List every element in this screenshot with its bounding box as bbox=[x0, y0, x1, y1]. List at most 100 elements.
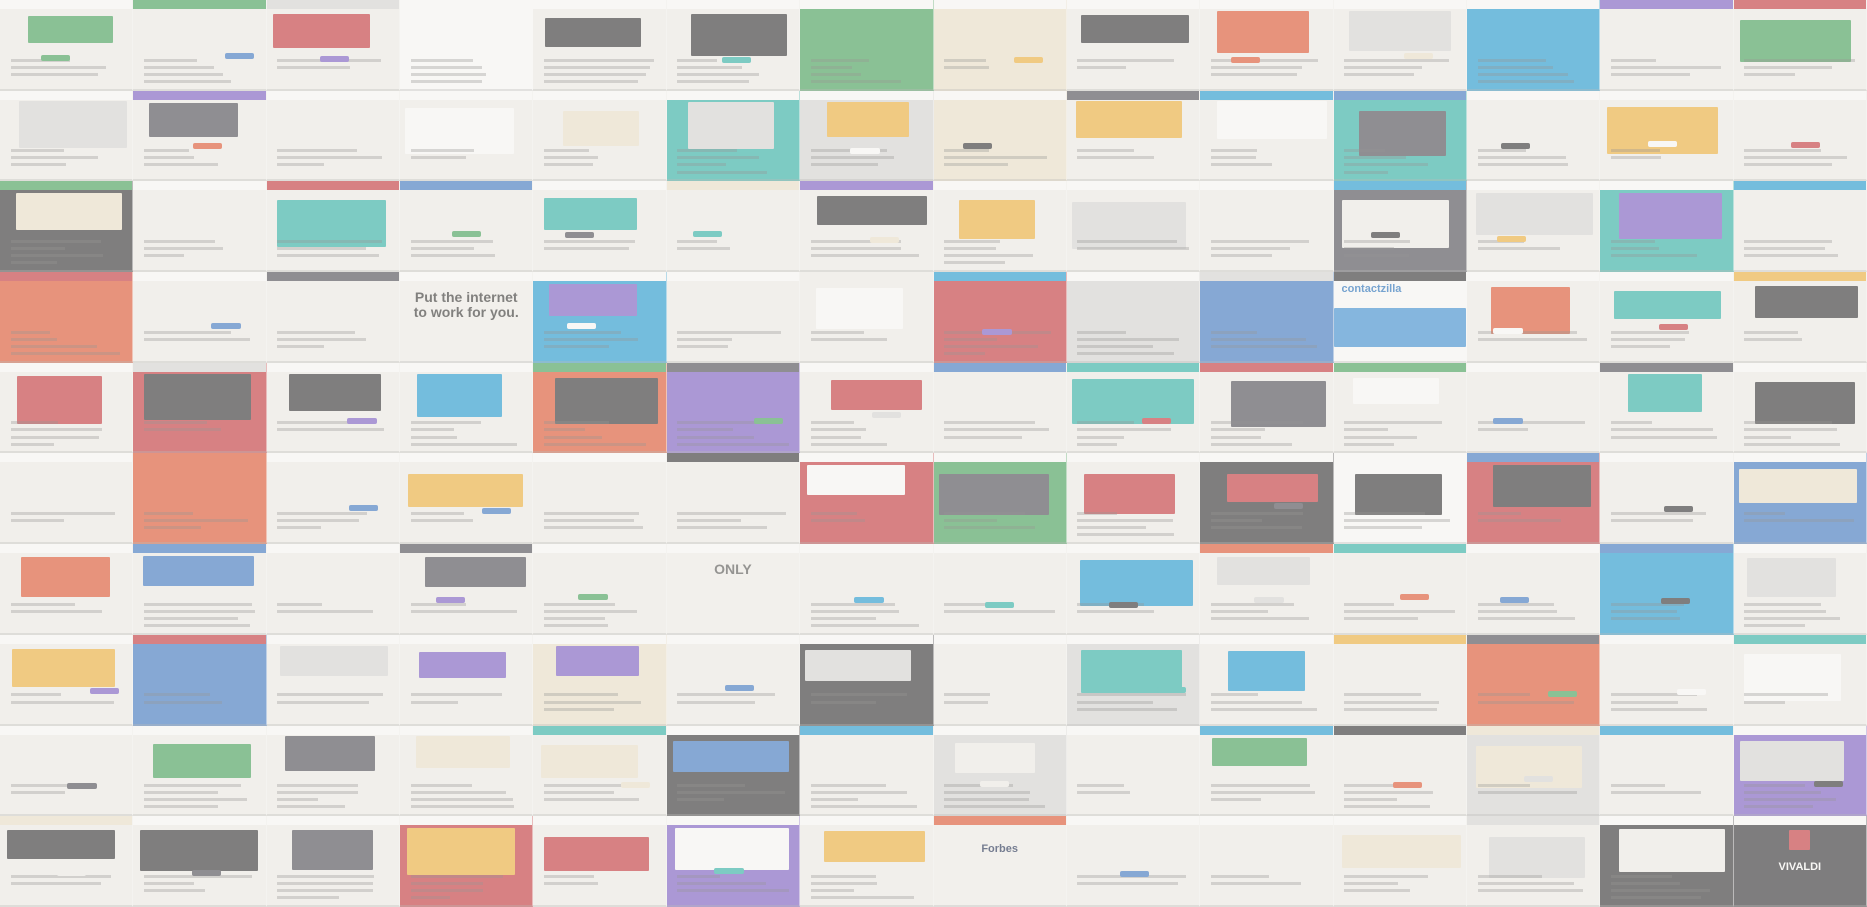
thumbnail-text-line bbox=[143, 254, 184, 258]
website-thumbnail bbox=[400, 90, 534, 182]
thumbnail-text-line bbox=[1744, 616, 1840, 620]
thumbnail-text-line bbox=[410, 512, 464, 516]
thumbnail-hero-image bbox=[408, 473, 524, 507]
thumbnail-text-line bbox=[810, 156, 895, 160]
thumbnail-button bbox=[982, 328, 1012, 335]
thumbnail-text-line bbox=[1344, 609, 1456, 613]
thumbnail-text-line bbox=[1210, 163, 1272, 167]
thumbnail-button bbox=[1790, 142, 1820, 149]
thumbnail-hero-image bbox=[1091, 288, 1176, 331]
thumbnail-header-bar bbox=[1600, 816, 1733, 826]
thumbnail-button bbox=[1677, 688, 1707, 695]
website-thumbnail bbox=[1466, 272, 1601, 363]
website-thumbnail bbox=[933, 544, 1067, 635]
thumbnail-text-line bbox=[944, 428, 1049, 432]
thumbnail-text-line bbox=[544, 428, 586, 432]
thumbnail-hero-image bbox=[545, 17, 641, 47]
thumbnail-text-line bbox=[1744, 149, 1821, 153]
thumbnail-text-line bbox=[810, 330, 864, 334]
thumbnail-text-line bbox=[1077, 519, 1173, 523]
thumbnail-hero-image bbox=[1217, 10, 1309, 54]
thumbnail-text-line bbox=[410, 519, 473, 523]
thumbnail-header-bar bbox=[266, 0, 400, 9]
thumbnail-text-line bbox=[1210, 421, 1304, 425]
thumbnail-header-bar bbox=[266, 634, 400, 644]
thumbnail-header-bar bbox=[933, 362, 1066, 372]
thumbnail-text-line bbox=[1477, 602, 1555, 606]
thumbnail-text-line bbox=[810, 239, 901, 243]
thumbnail-button bbox=[1274, 503, 1304, 510]
thumbnail-text-line bbox=[544, 609, 637, 613]
thumbnail-hero-image bbox=[418, 651, 506, 679]
website-thumbnail bbox=[1466, 181, 1601, 273]
thumbnail-header-bar bbox=[266, 272, 400, 282]
thumbnail-headline: Put the internet to work for you. bbox=[413, 289, 519, 320]
thumbnail-text-line bbox=[143, 512, 193, 516]
thumbnail-header-bar bbox=[800, 272, 933, 282]
thumbnail-text-line bbox=[1610, 602, 1684, 606]
thumbnail-text-line bbox=[1077, 65, 1127, 69]
thumbnail-text-line bbox=[10, 881, 101, 885]
thumbnail-text-line bbox=[944, 784, 1013, 788]
thumbnail-hero-image bbox=[1217, 556, 1311, 585]
thumbnail-text-line bbox=[410, 247, 475, 251]
thumbnail-header-bar bbox=[1466, 0, 1600, 9]
thumbnail-header-bar bbox=[533, 0, 666, 9]
thumbnail-header-bar bbox=[533, 453, 666, 463]
website-thumbnail bbox=[1600, 816, 1734, 907]
thumbnail-header-bar bbox=[800, 634, 933, 644]
thumbnail-text-line bbox=[10, 435, 100, 439]
thumbnail-text-line bbox=[1210, 602, 1295, 606]
thumbnail-header-bar bbox=[400, 544, 533, 554]
thumbnail-header-bar bbox=[800, 90, 933, 100]
website-thumbnail bbox=[1200, 0, 1334, 91]
thumbnail-button bbox=[1497, 236, 1527, 243]
thumbnail-hero-image bbox=[1354, 473, 1443, 515]
thumbnail-header-bar bbox=[933, 272, 1066, 282]
thumbnail-text-line bbox=[944, 519, 998, 523]
thumbnail-hero-image bbox=[1072, 378, 1194, 424]
website-thumbnail bbox=[1066, 453, 1201, 545]
thumbnail-header-bar bbox=[400, 181, 533, 191]
thumbnail-text-line bbox=[410, 254, 496, 258]
thumbnail-text-line bbox=[277, 344, 324, 348]
thumbnail-text-line bbox=[944, 344, 1039, 348]
thumbnail-hero-image bbox=[149, 103, 238, 137]
thumbnail-text-line bbox=[677, 791, 785, 795]
thumbnail-header-bar bbox=[266, 725, 400, 735]
website-thumbnail bbox=[1733, 90, 1867, 182]
thumbnail-header-bar bbox=[0, 816, 133, 826]
thumbnail-text-line bbox=[143, 700, 222, 704]
thumbnail-header-bar bbox=[1466, 816, 1600, 826]
website-thumbnail bbox=[0, 453, 134, 545]
website-thumbnail bbox=[400, 725, 534, 817]
thumbnail-text-line bbox=[1610, 247, 1659, 251]
thumbnail-header-bar bbox=[0, 181, 133, 191]
thumbnail-text-line bbox=[1077, 247, 1189, 251]
thumbnail-text-line bbox=[810, 58, 869, 62]
thumbnail-text-line bbox=[1344, 239, 1411, 243]
website-thumbnail bbox=[533, 181, 667, 273]
thumbnail-button bbox=[41, 54, 71, 61]
thumbnail-text-line bbox=[277, 791, 359, 795]
thumbnail-text-line bbox=[277, 693, 384, 697]
thumbnail-header-bar bbox=[400, 725, 533, 735]
thumbnail-header-bar bbox=[533, 90, 666, 100]
thumbnail-text-line bbox=[277, 65, 351, 69]
thumbnail-text-line bbox=[810, 79, 901, 83]
thumbnail-button bbox=[1142, 417, 1172, 424]
thumbnail-text-line bbox=[944, 693, 991, 697]
thumbnail-hero-image bbox=[544, 198, 637, 231]
thumbnail-header-bar bbox=[1733, 90, 1866, 100]
website-thumbnail bbox=[800, 816, 934, 907]
thumbnail-text-line bbox=[677, 874, 720, 878]
thumbnail-text-line bbox=[1077, 156, 1155, 160]
thumbnail-header-bar bbox=[666, 0, 800, 9]
thumbnail-text-line bbox=[1610, 512, 1707, 516]
thumbnail-text-line bbox=[944, 261, 1005, 265]
thumbnail-text-line bbox=[1744, 58, 1856, 62]
thumbnail-header-bar bbox=[533, 272, 666, 282]
thumbnail-text-line bbox=[944, 798, 1029, 802]
thumbnail-hero-image bbox=[555, 646, 640, 676]
website-thumbnail bbox=[533, 272, 667, 363]
